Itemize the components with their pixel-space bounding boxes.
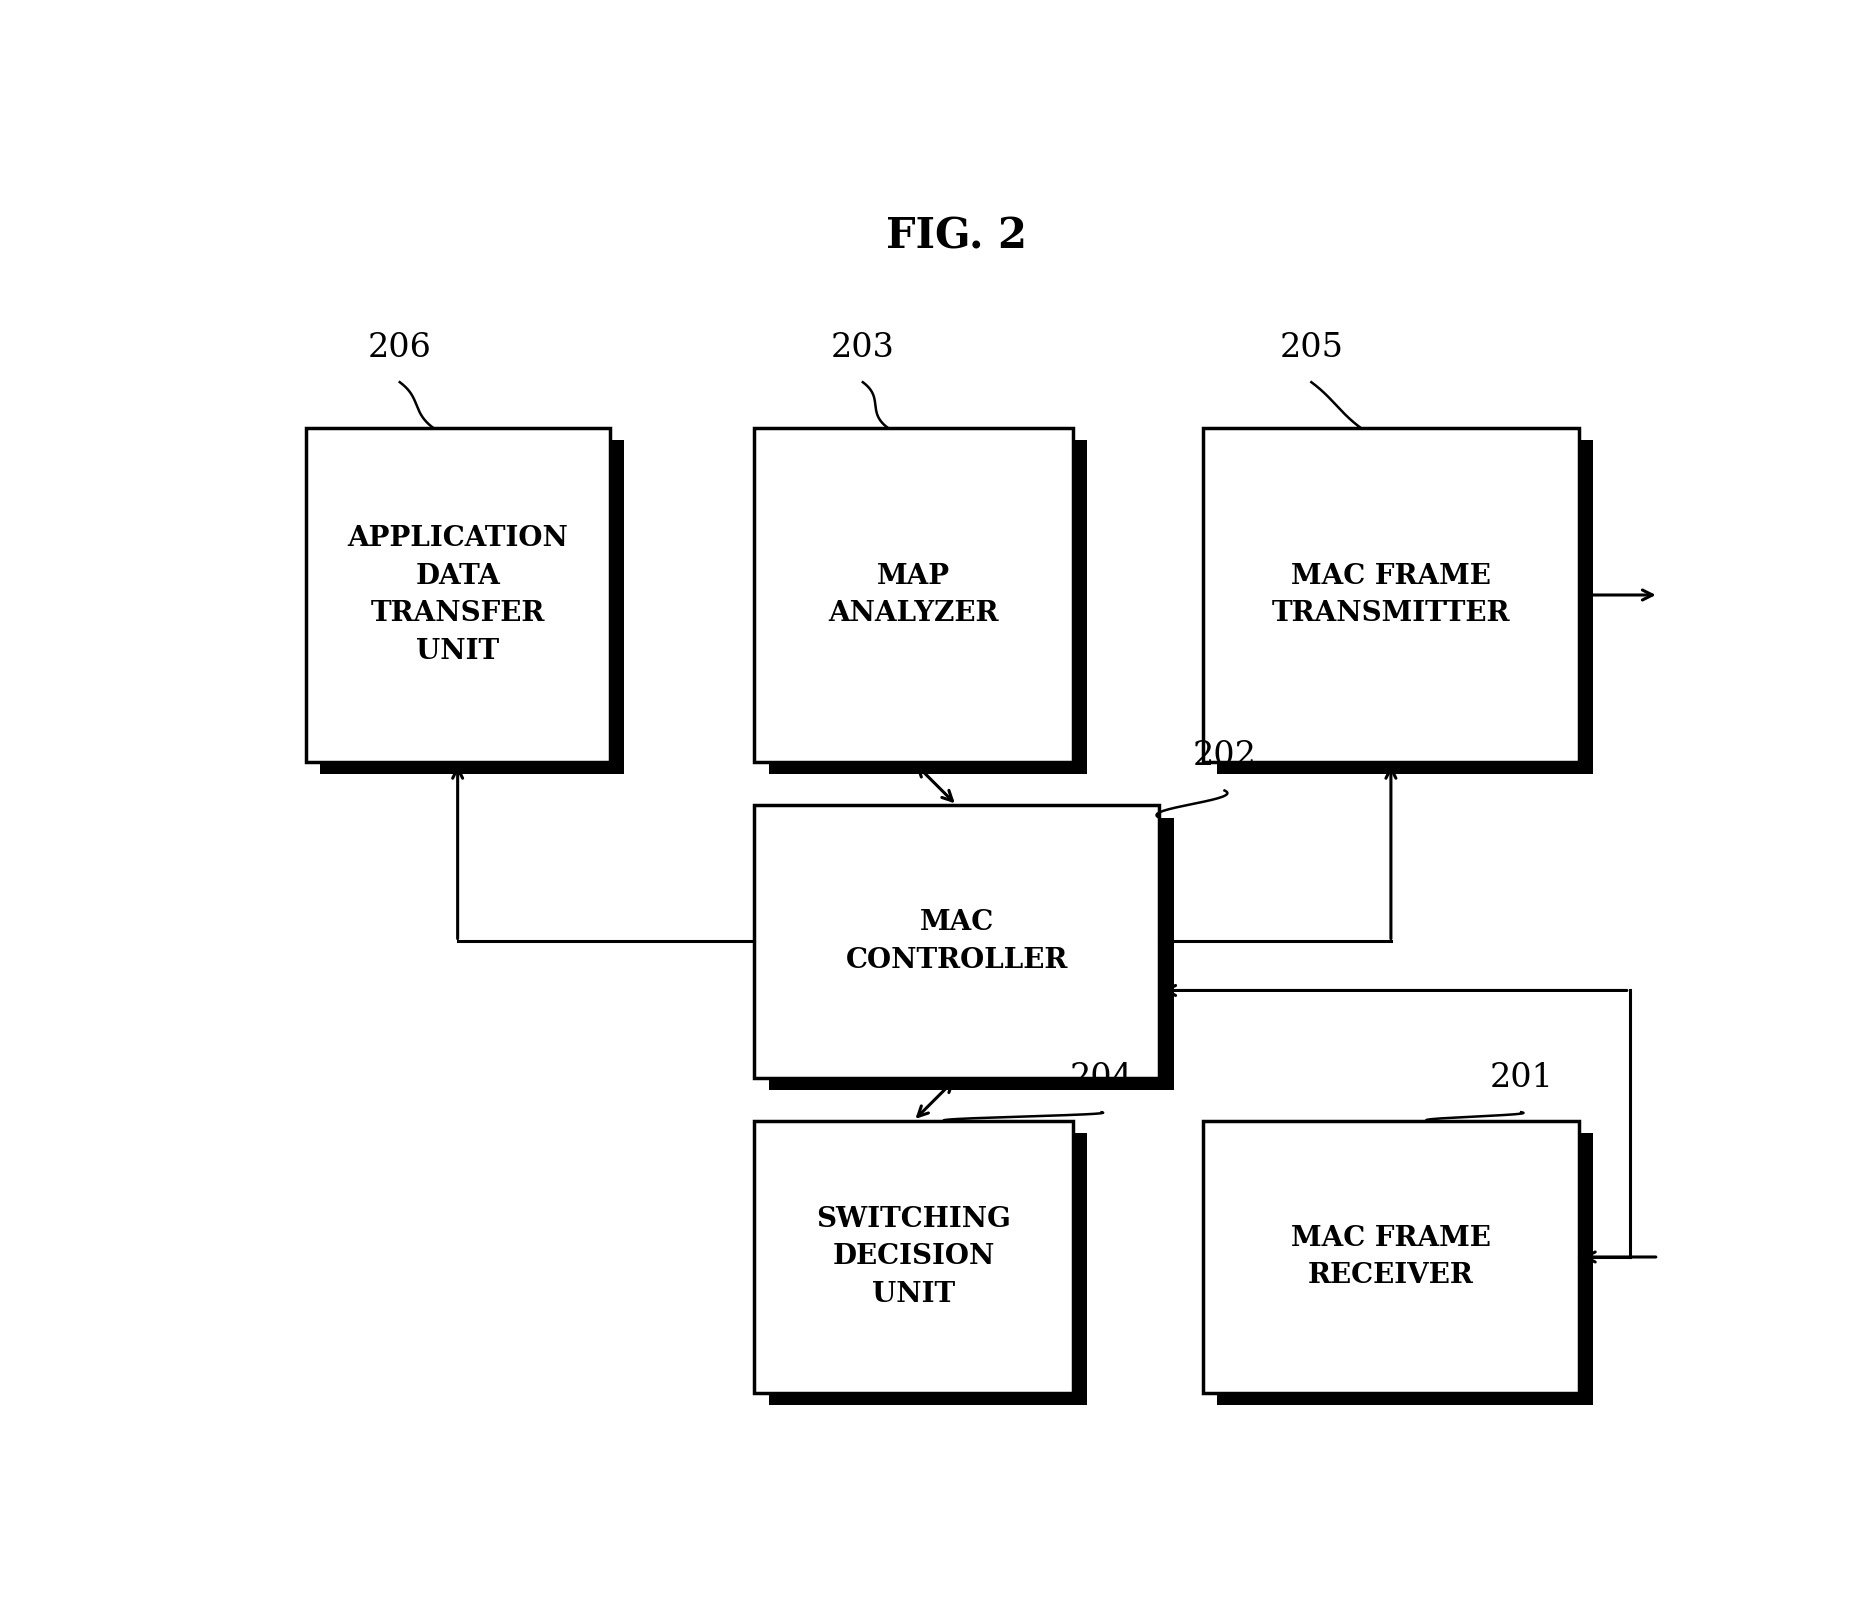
Text: 204: 204 [1070, 1062, 1133, 1094]
Text: 201: 201 [1490, 1062, 1553, 1094]
Text: MAP
ANALYZER: MAP ANALYZER [829, 562, 999, 627]
Text: SWITCHING
DECISION
UNIT: SWITCHING DECISION UNIT [816, 1205, 1010, 1308]
Text: MAC FRAME
RECEIVER: MAC FRAME RECEIVER [1290, 1225, 1492, 1289]
Text: 205: 205 [1279, 331, 1344, 363]
Bar [1217, 1133, 1594, 1406]
Bar [1202, 1122, 1579, 1393]
Text: 206: 206 [368, 331, 431, 363]
Text: MAC FRAME
TRANSMITTER: MAC FRAME TRANSMITTER [1271, 562, 1510, 627]
Text: MAC
CONTROLLER: MAC CONTROLLER [846, 910, 1068, 974]
Bar [321, 440, 624, 775]
Text: APPLICATION
DATA
TRANSFER
UNIT: APPLICATION DATA TRANSFER UNIT [347, 525, 568, 665]
Bar [754, 1122, 1072, 1393]
Text: 203: 203 [831, 331, 894, 363]
Bar [1202, 427, 1579, 762]
Bar [769, 818, 1174, 1090]
Bar [769, 440, 1087, 775]
Text: FIG. 2: FIG. 2 [887, 215, 1027, 257]
Bar [769, 1133, 1087, 1406]
Bar [1217, 440, 1594, 775]
Bar [754, 805, 1159, 1078]
Bar [306, 427, 611, 762]
Text: 202: 202 [1193, 739, 1256, 771]
Bar [754, 427, 1072, 762]
